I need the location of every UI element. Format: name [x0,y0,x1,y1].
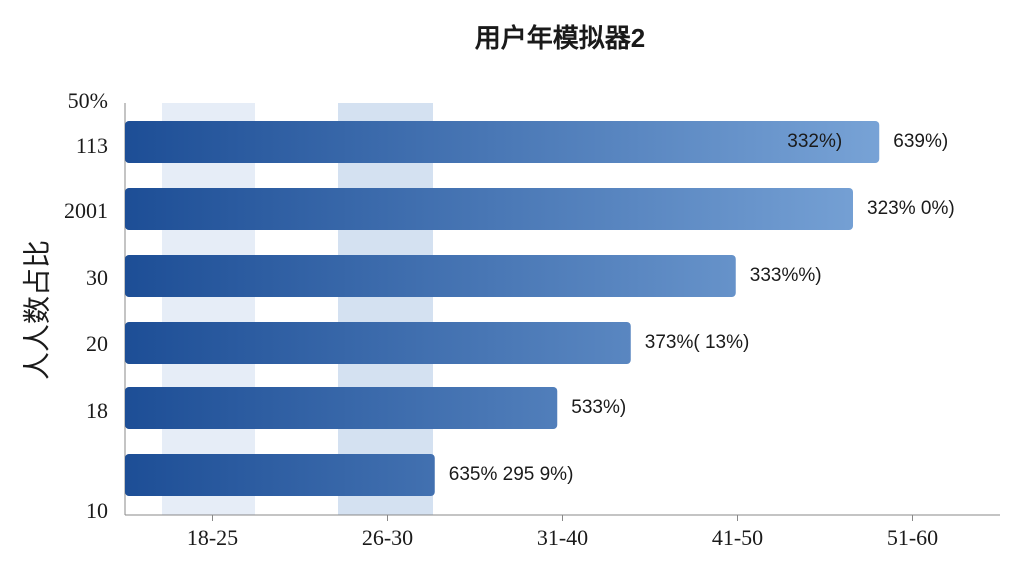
x-tick-label: 41-50 [712,525,763,550]
bar-label: 533%) [571,397,626,418]
x-tick-label: 51-60 [887,525,938,550]
y-axis-label: 人人数占比 [21,240,53,380]
y-tick-label: 18 [86,398,108,423]
x-tick-label: 18-25 [187,525,238,550]
y-tick-label: 50% [68,88,108,113]
x-tick-label: 26-30 [362,525,413,550]
bar-label: 639%) [893,131,948,152]
highlight-band [162,103,255,515]
bar [125,454,435,496]
bar [125,322,631,364]
bar-label: 333%%) [750,265,822,286]
y-tick-label: 10 [86,498,108,523]
x-tick-label: 31-40 [537,525,588,550]
chart-title: 用户年模拟器2 [475,23,645,53]
highlight-band [338,103,433,515]
bar-label: 635% 295 9%) [449,464,574,485]
bar [125,188,853,230]
y-tick-label: 30 [86,265,108,290]
bar-label: 323% 0%) [867,198,955,219]
bar-label: 332%) [787,131,842,152]
bar [125,121,880,163]
y-tick-label: 20 [86,331,108,356]
y-tick-label: 113 [76,133,108,158]
bar [125,255,736,297]
bar-label: 373%( 13%) [645,332,750,353]
bar [125,387,558,429]
y-tick-label: 2001 [64,198,108,223]
